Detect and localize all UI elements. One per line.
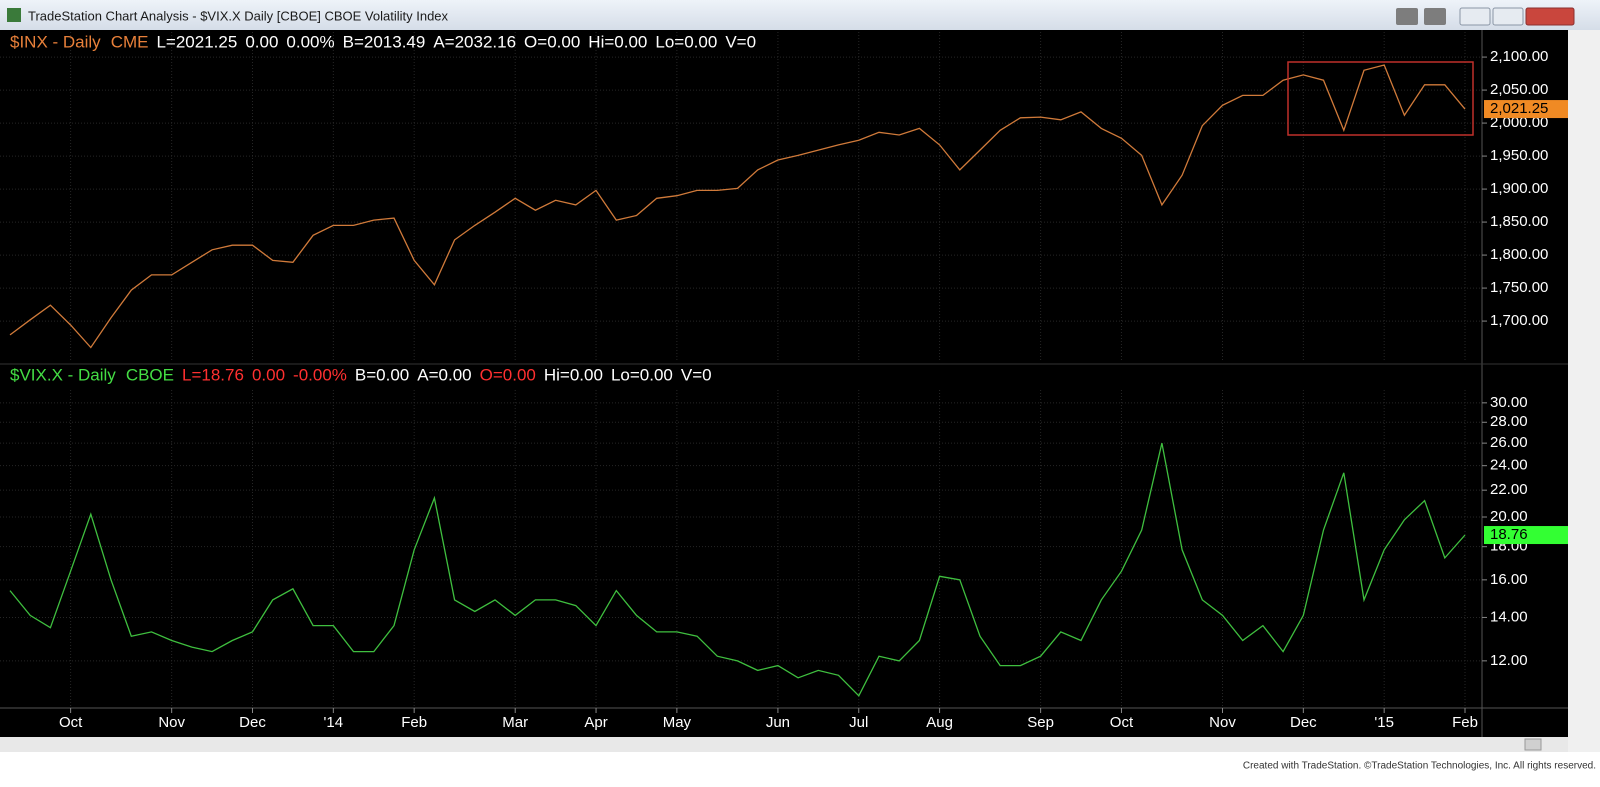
y-tick-label: 2,050.00 [1490,81,1548,98]
last-price-box [1484,100,1568,119]
header-item: 0.00 [252,365,285,384]
header-item: Hi=0.00 [588,32,647,51]
x-tick-label: Sep [1027,714,1054,731]
last-price-label: 2,021.25 [1490,100,1548,117]
header-item: CME [111,32,149,51]
header-item: L=18.76 [182,365,244,384]
x-tick-label: Nov [158,714,185,731]
x-tick-label: Oct [1110,714,1134,731]
y-tick-label: 1,850.00 [1490,213,1548,230]
y-tick-label: 16.00 [1490,571,1528,588]
app-icon [7,8,21,22]
header-item: CBOE [126,365,174,384]
y-tick-label: 1,750.00 [1490,279,1548,296]
y-tick-label: 20.00 [1490,508,1528,525]
header-item: $VIX.X - Daily [10,365,116,384]
vertical-scrollbar[interactable] [1568,30,1600,752]
header-item: Lo=0.00 [611,365,673,384]
highlight-box [1287,61,1474,136]
price-line [9,442,1466,697]
header-item: O=0.00 [524,32,580,51]
y-tick-label: 14.00 [1490,608,1528,625]
x-tick-label: Nov [1209,714,1236,731]
close-button[interactable] [1525,7,1575,26]
x-tick-label: Jul [849,714,868,731]
header-item: Hi=0.00 [544,365,603,384]
y-tick-label: 1,900.00 [1490,180,1548,197]
x-tick-label: Dec [1290,714,1317,731]
header-item: A=0.00 [417,365,471,384]
y-tick-label: 2,100.00 [1490,48,1548,65]
y-tick-label: 28.00 [1490,413,1528,430]
x-tick-label: Feb [401,714,427,731]
y-tick-label: 1,950.00 [1490,147,1548,164]
header-item: -0.00% [293,365,347,384]
header-item: L=2021.25 [156,32,237,51]
chart-area [0,30,1568,737]
x-tick-label: Mar [502,714,528,731]
info-button[interactable] [1424,8,1446,25]
header-item: A=2032.16 [433,32,516,51]
header-item: V=0 [681,365,712,384]
x-tick-label: Aug [926,714,953,731]
minimize-button[interactable] [1459,7,1491,26]
restore-button[interactable] [1492,7,1524,26]
header-item: V=0 [725,32,756,51]
header-item: O=0.00 [480,365,536,384]
symbol-button[interactable] [1396,8,1418,25]
y-tick-label: 24.00 [1490,457,1528,474]
x-tick-label: Apr [584,714,607,731]
x-tick-label: Feb [1452,714,1478,731]
y-tick-label: 1,800.00 [1490,246,1548,263]
scroll-thumb[interactable] [1524,738,1542,751]
x-tick-label: Oct [59,714,83,731]
y-tick-label: 1,700.00 [1490,312,1548,329]
y-tick-label: 12.00 [1490,652,1528,669]
y-tick-label: 30.00 [1490,394,1528,411]
x-tick-label: '15 [1374,714,1394,731]
header-item: 0.00% [286,32,334,51]
x-tick-label: Dec [239,714,266,731]
header-item: Lo=0.00 [655,32,717,51]
header-item: B=2013.49 [343,32,426,51]
x-tick-label: '14 [324,714,344,731]
footer: Created with TradeStation. ©TradeStation… [1243,761,1596,772]
header-item: $INX - Daily [10,32,101,51]
title-bar [0,0,1600,30]
y-tick-label: 2,000.00 [1490,114,1548,131]
header-item: 0.00 [245,32,278,51]
price-line [9,64,1466,349]
last-price-box [1484,526,1568,545]
last-price-label: 18.76 [1490,526,1528,543]
y-tick-label: 22.00 [1490,481,1528,498]
x-tick-label: May [663,714,692,731]
horizontal-scrollbar[interactable] [0,737,1568,752]
x-tick-label: Jun [766,714,790,731]
header-item: B=0.00 [355,365,409,384]
y-tick-label: 26.00 [1490,434,1528,451]
window-title: TradeStation Chart Analysis - $VIX.X Dai… [28,8,449,23]
